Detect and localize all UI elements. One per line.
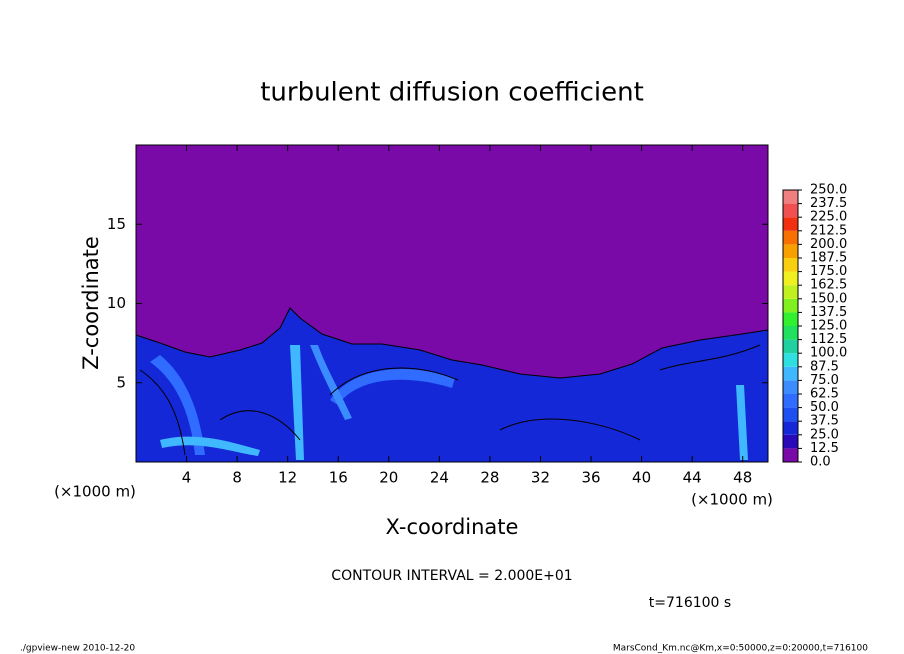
x-tick-label: 12: [278, 469, 297, 487]
field: [135, 144, 769, 463]
colorbar-cell: [783, 230, 798, 245]
x-tick-label: 32: [531, 469, 550, 487]
colorbar-cell: [783, 298, 798, 313]
colorbar-cell: [783, 190, 798, 204]
x-tick-label: 4: [182, 469, 192, 487]
colorbar-label: 237.5: [810, 196, 847, 211]
streak: [290, 345, 304, 460]
x-tick-label: 28: [480, 469, 499, 487]
contour-interval: CONTOUR INTERVAL = 2.000E+01: [331, 568, 572, 584]
y-tick-label: 10: [107, 294, 126, 312]
x-tick-label: 36: [581, 469, 600, 487]
colorbar-label: 200.0: [810, 237, 847, 252]
colorbar-cell: [783, 366, 798, 381]
colorbar-label: 225.0: [810, 210, 847, 225]
colorbar-cell: [783, 312, 798, 326]
colorbar-cell: [783, 203, 798, 218]
streak: [160, 436, 260, 456]
colorbar-cell: [783, 244, 798, 258]
y-tick-label: 15: [107, 215, 126, 233]
colorbar-label: 250.0: [810, 183, 847, 198]
colorbar-label: 25.0: [810, 427, 839, 442]
streak: [736, 385, 748, 460]
colorbar-label: 212.5: [810, 223, 847, 238]
colorbar-label: 150.0: [810, 291, 847, 306]
contour-line: [135, 307, 769, 379]
colorbar-cell: [783, 258, 798, 272]
footer-left: ./gpview-new 2010-12-20: [20, 644, 135, 654]
colorbar-cell: [783, 353, 798, 367]
streak: [150, 355, 205, 455]
footer-right: MarsCond_Km.nc@Km,x=0:50000,z=0:20000,t=…: [613, 644, 868, 654]
x-tick-label: 20: [379, 469, 398, 487]
x-tick-label: 40: [632, 469, 651, 487]
contour-line: [139, 344, 761, 456]
x-tick-label: 16: [329, 469, 348, 487]
x-tick-label: 24: [430, 469, 449, 487]
x-unit-label: (×1000 m): [54, 483, 136, 501]
x-unit-label: (×1000 m): [691, 491, 773, 509]
colorbar-cell: [783, 434, 798, 449]
streak: [310, 345, 352, 420]
y-axis-label: Z-coordinate: [79, 236, 103, 370]
colorbar-label: 75.0: [810, 373, 839, 388]
colorbar-label: 12.5: [810, 441, 839, 456]
x-tick-label: 44: [683, 469, 702, 487]
colorbar-cell: [783, 421, 798, 435]
colorbar-cell: [783, 394, 798, 408]
colorbar-label: 62.5: [810, 387, 839, 402]
x-tick-label: 8: [232, 469, 242, 487]
colorbar-label: 125.0: [810, 319, 847, 334]
colorbar-cell: [783, 339, 798, 354]
x-tick-label: 48: [733, 469, 752, 487]
time-label: t=716100 s: [649, 595, 731, 611]
colorbar-label: 137.5: [810, 305, 847, 320]
colorbar-cell: [783, 326, 798, 340]
colorbar-cell: [783, 217, 798, 231]
colorbar-label: 112.5: [810, 332, 847, 347]
colorbar-label: 87.5: [810, 359, 839, 374]
y-tick-label: 5: [116, 373, 126, 391]
colorbar-label: 0.0: [810, 455, 831, 470]
x-axis-label: X-coordinate: [386, 515, 519, 539]
colorbar-cell: [783, 380, 798, 394]
chart-title: turbulent diffusion coefficient: [260, 78, 644, 108]
colorbar-cell: [783, 407, 798, 422]
colorbar-label: 100.0: [810, 346, 847, 361]
colorbar-label: 162.5: [810, 278, 847, 293]
colorbar-label: 187.5: [810, 251, 847, 266]
colorbar-cell: [783, 285, 798, 299]
colorbar-cell: [783, 271, 798, 286]
colorbar-cell: [783, 448, 798, 462]
colorbar-label: 175.0: [810, 264, 847, 279]
colorbar-label: 50.0: [810, 400, 839, 415]
streak: [330, 369, 455, 405]
colorbar-label: 37.5: [810, 414, 839, 429]
